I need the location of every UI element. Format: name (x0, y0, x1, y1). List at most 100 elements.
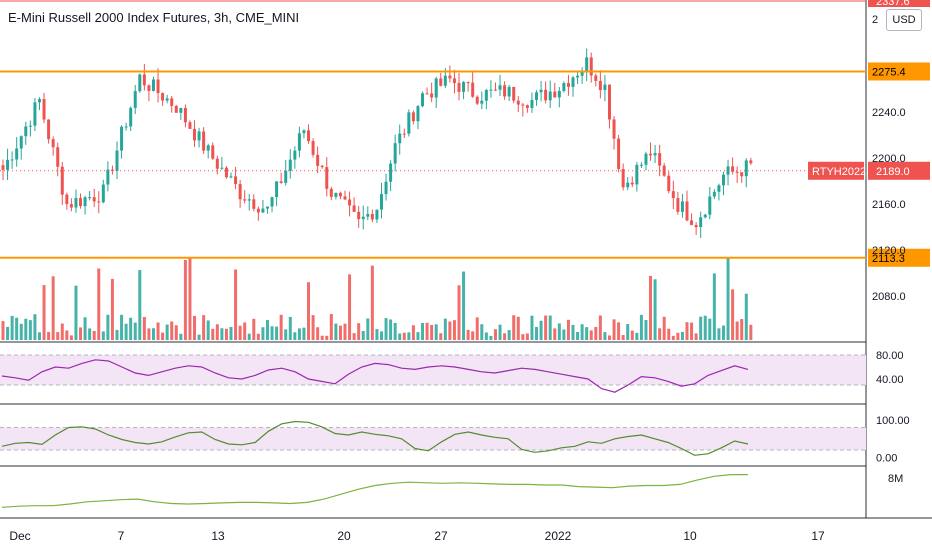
candle-body (411, 112, 415, 122)
candle-body (133, 91, 137, 108)
rsi-line[interactable] (1, 359, 749, 393)
candle-body (211, 145, 215, 159)
candle-body (439, 78, 443, 86)
volume-group[interactable] (1, 257, 753, 340)
volume-bar (740, 319, 744, 340)
volume-bar (690, 322, 694, 340)
volume-bar (288, 316, 292, 340)
volume-bar (170, 321, 174, 340)
volume-bar (480, 324, 484, 340)
volume-bar (585, 327, 589, 340)
candle-body (462, 82, 466, 92)
candle-body (69, 204, 73, 208)
candle-body (557, 90, 561, 98)
volume-bar (676, 332, 680, 340)
volume-bar (65, 330, 69, 340)
candle-body (6, 159, 10, 170)
candle-body (480, 100, 484, 104)
volume-bar (275, 326, 279, 340)
volume-bar (594, 326, 598, 340)
candle-body (366, 214, 370, 217)
candle-body (484, 89, 488, 101)
candle-body (33, 102, 37, 126)
candles-group[interactable] (1, 48, 753, 239)
volume-bar (398, 333, 402, 340)
candle-body (320, 165, 324, 168)
volume-bar (79, 327, 83, 340)
volume-bar (557, 323, 561, 340)
volume-bar (206, 320, 210, 340)
volume-bar (83, 317, 87, 340)
volume-bar (224, 328, 228, 340)
oscillator-line[interactable] (1, 420, 749, 456)
candle-body (384, 181, 388, 195)
volume-bar (735, 321, 739, 340)
volume-bar (612, 319, 616, 340)
volume-bar (284, 329, 288, 340)
candle-body (238, 184, 242, 200)
candle-body (680, 201, 684, 212)
price-axis-tick: 2160.0 (872, 199, 906, 211)
candle-body (539, 89, 543, 93)
candle-body (206, 145, 210, 151)
volume-bar (498, 324, 502, 340)
volume-ma-line[interactable] (1, 474, 748, 508)
candle-body (47, 119, 51, 140)
candle-body (101, 184, 105, 203)
time-axis-label: 17 (811, 529, 825, 543)
candle-body (466, 82, 470, 84)
candle-body (65, 194, 69, 205)
volume-bar (484, 332, 488, 340)
volume-bar (580, 324, 584, 340)
candle-body (42, 99, 46, 120)
symbol-title[interactable]: E-Mini Russell 2000 Index Futures, 3h, C… (8, 10, 300, 25)
time-axis-label: 13 (211, 529, 225, 543)
volume-bar (407, 332, 411, 340)
volume-bar (507, 330, 511, 340)
volume-bar (325, 335, 329, 340)
volume-bar (607, 335, 611, 340)
volume-bar (74, 285, 78, 340)
candle-body (457, 83, 461, 92)
candle-body (635, 164, 639, 185)
volume-bar (129, 317, 133, 340)
volume-bar (357, 323, 361, 340)
candle-body (712, 191, 716, 197)
volume-bar (712, 273, 716, 340)
candle-body (603, 84, 607, 91)
volume-bar (375, 329, 379, 340)
volume-bar (115, 329, 119, 340)
volume-bar (147, 328, 151, 340)
volume-bar (366, 318, 370, 340)
volume-bar (37, 332, 41, 340)
volume-bar (101, 331, 105, 340)
candle-body (621, 169, 625, 188)
volume-bar (60, 323, 64, 340)
volume-bar (653, 279, 657, 340)
candle-body (197, 131, 201, 141)
volume-bar (457, 285, 461, 340)
volume-bar (671, 335, 675, 340)
candle-body (256, 208, 260, 213)
volume-bar (731, 289, 735, 340)
volume-bar (658, 328, 662, 340)
candle-body (170, 98, 174, 106)
volume-bar (229, 326, 233, 340)
currency-button[interactable]: USD (886, 9, 922, 31)
candle-body (530, 99, 534, 108)
volume-bar (316, 327, 320, 340)
volume-bar (156, 322, 160, 340)
volume-bar (721, 325, 725, 340)
volume-bar (352, 333, 356, 340)
candle-body (717, 185, 721, 192)
volume-bar (361, 330, 365, 340)
time-axis-label: 27 (434, 529, 448, 543)
candle-body (448, 75, 452, 79)
time-axis-label: 7 (118, 529, 125, 543)
candle-body (10, 159, 14, 161)
candle-body (421, 93, 425, 107)
volume-bar (448, 321, 452, 340)
candle-body (434, 78, 438, 98)
